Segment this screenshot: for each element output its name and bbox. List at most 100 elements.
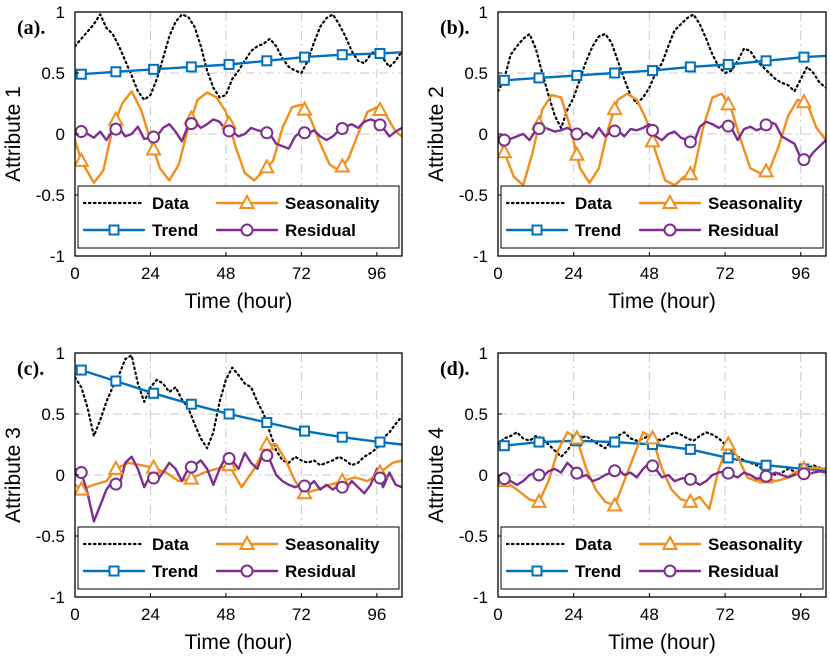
residual-marker [797, 467, 811, 481]
seasonality-marker [682, 165, 699, 181]
x-tick-label: 48 [640, 264, 659, 283]
residual-marker [570, 127, 584, 141]
x-tick-label: 96 [367, 605, 386, 624]
legend-label-residual: Residual [285, 562, 356, 581]
series-line-trend [80, 51, 402, 76]
series-line-trend [503, 54, 826, 82]
seasonality-marker [371, 100, 389, 117]
series-line-seasonality [498, 92, 826, 187]
residual-marker [184, 117, 198, 131]
series-layer [75, 354, 402, 523]
series-line-data [498, 13, 826, 130]
seasonality-marker [107, 459, 125, 475]
trend-marker [760, 55, 772, 67]
x-tick-label: 24 [141, 264, 160, 283]
legend-marker-residual [240, 564, 254, 578]
residual-marker [797, 153, 811, 167]
x-tick-label: 72 [292, 605, 311, 624]
y-tick-label: 0 [479, 466, 488, 485]
trend-marker [684, 61, 696, 73]
x-tick-label: 24 [564, 264, 583, 283]
legend-box [77, 526, 400, 590]
seasonality-marker [720, 435, 737, 451]
residual-marker [608, 464, 622, 478]
residual-marker [335, 480, 349, 494]
legend-marker-seasonality [661, 193, 679, 209]
legend-label-trend: Trend [575, 221, 621, 240]
residual-marker [373, 118, 387, 132]
trend-marker [185, 398, 197, 410]
series-line-trend [503, 439, 826, 472]
panel-d: 0 24 48 72 96 -1 -0.5 0 0.5 1 Time (hour) Attribute… [425, 344, 827, 654]
series-line-seasonality [75, 90, 402, 185]
seasonality-marker [568, 145, 586, 161]
trend-marker [798, 51, 810, 63]
legend-label-trend: Trend [152, 221, 198, 240]
x-tick-label: 0 [493, 264, 502, 283]
residual-marker [260, 126, 274, 140]
seasonality-marker [498, 143, 513, 159]
panel-b: 0 24 48 72 96 -1 -0.5 0 0.5 1 Time (hour) Attribute… [425, 3, 827, 313]
trend-marker [110, 66, 122, 78]
legend-label-seasonality: Seasonality [708, 194, 803, 213]
seasonality-marker [530, 492, 548, 508]
trend-marker [533, 436, 545, 448]
y-tick-label: -1 [50, 247, 65, 266]
residual-marker [608, 124, 622, 138]
trend-marker [75, 68, 87, 80]
residual-marker [147, 471, 161, 485]
trend-marker [223, 408, 235, 420]
y-tick-label: -0.5 [36, 527, 65, 546]
residual-marker [570, 466, 584, 480]
y-tick-label: 0.5 [41, 405, 65, 424]
legend: Data Seasonality Trend Residual [500, 185, 824, 249]
legend-box [77, 185, 400, 249]
x-tick-label: 0 [70, 264, 79, 283]
legend-label-trend: Trend [575, 562, 621, 581]
seasonality-marker [644, 132, 661, 148]
legend-label-seasonality: Seasonality [285, 194, 380, 213]
residual-marker [222, 452, 236, 466]
trend-marker [684, 443, 696, 455]
x-tick-label: 24 [564, 605, 583, 624]
residual-marker [759, 469, 773, 483]
legend-label-residual: Residual [708, 221, 779, 240]
seasonality-marker [183, 469, 200, 485]
y-tick-label: -1 [473, 588, 488, 607]
y-tick-label: -0.5 [459, 527, 488, 546]
trend-marker [299, 51, 311, 63]
residual-marker [298, 479, 312, 493]
seasonality-marker [296, 100, 313, 116]
y-tick-label: 0 [479, 125, 488, 144]
legend-marker-residual [663, 564, 677, 578]
y-tick-label: -0.5 [36, 186, 65, 205]
residual-marker [147, 130, 161, 144]
trend-marker [299, 425, 311, 437]
panel-a: 0 24 48 72 96 -1 -0.5 0 0.5 1 Time (hour) Attribute… [2, 3, 403, 313]
legend-marker-trend [531, 565, 543, 577]
trend-marker [223, 58, 235, 70]
legend-box [500, 526, 824, 590]
series-layer [75, 13, 402, 185]
residual-marker [75, 125, 88, 139]
x-tick-label: 72 [292, 264, 311, 283]
seasonality-marker [568, 429, 586, 445]
x-tick-label: 48 [216, 605, 235, 624]
residual-marker [721, 466, 735, 480]
residual-marker [759, 118, 773, 132]
x-tick-label: 96 [791, 605, 810, 624]
legend-box [500, 185, 824, 249]
panel-label: (a). [17, 17, 45, 39]
seasonality-marker [606, 496, 623, 512]
x-axis-label: Time (hour) [608, 631, 716, 654]
residual-marker [260, 448, 274, 462]
series-layer [498, 13, 826, 187]
y-tick-label: 0.5 [464, 64, 488, 83]
trend-marker [336, 431, 348, 443]
legend-marker-trend [108, 224, 120, 236]
seasonality-marker [606, 100, 623, 116]
panel-c: 0 24 48 72 96 -1 -0.5 0 0.5 1 Time (hour) Attribute… [2, 344, 403, 654]
residual-marker [646, 459, 660, 473]
legend-label-data: Data [575, 194, 612, 213]
x-tick-label: 48 [216, 264, 235, 283]
